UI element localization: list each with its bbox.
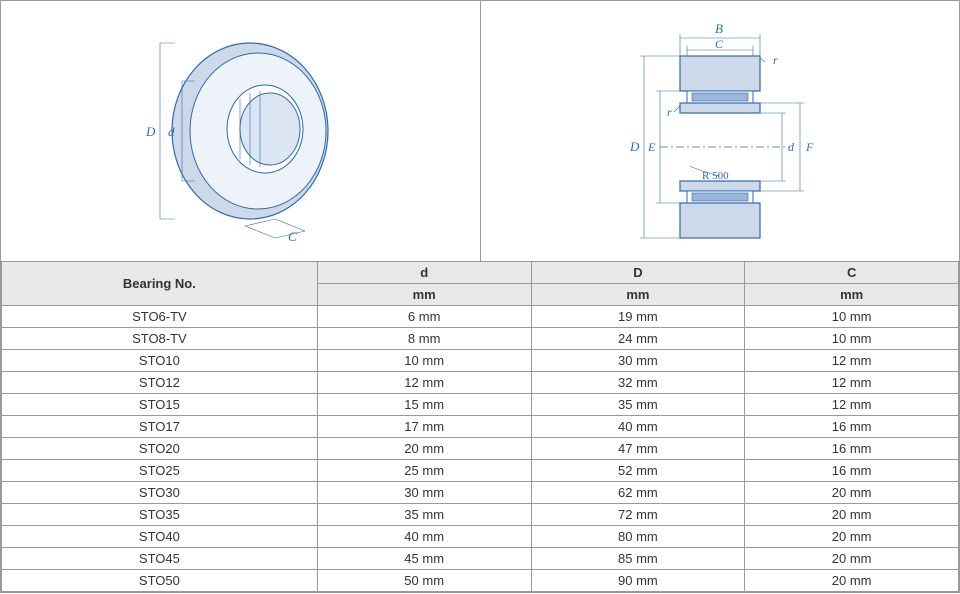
cell-D: 47 mm bbox=[531, 438, 745, 460]
table-row: STO1515 mm35 mm12 mm bbox=[2, 394, 959, 416]
cs-label-E: E bbox=[647, 140, 656, 154]
cs-label-R500: R 500 bbox=[702, 170, 729, 182]
cell-C: 12 mm bbox=[745, 394, 959, 416]
cell-d: 25 mm bbox=[317, 460, 531, 482]
cell-d: 17 mm bbox=[317, 416, 531, 438]
table-row: STO1717 mm40 mm16 mm bbox=[2, 416, 959, 438]
cell-C: 12 mm bbox=[745, 350, 959, 372]
cs-label-B: B bbox=[715, 21, 723, 36]
cell-name: STO20 bbox=[2, 438, 318, 460]
table-row: STO8-TV8 mm24 mm10 mm bbox=[2, 328, 959, 350]
table-row: STO1212 mm32 mm12 mm bbox=[2, 372, 959, 394]
th-bearing-no: Bearing No. bbox=[2, 262, 318, 306]
table-row: STO1010 mm30 mm12 mm bbox=[2, 350, 959, 372]
cell-C: 10 mm bbox=[745, 328, 959, 350]
cell-d: 8 mm bbox=[317, 328, 531, 350]
cell-d: 6 mm bbox=[317, 306, 531, 328]
cell-name: STO35 bbox=[2, 504, 318, 526]
table-body: STO6-TV6 mm19 mm10 mmSTO8-TV8 mm24 mm10 … bbox=[2, 306, 959, 592]
cell-C: 16 mm bbox=[745, 438, 959, 460]
th-C: C bbox=[745, 262, 959, 284]
cross-section-svg: R 500 B C r r D E bbox=[570, 16, 870, 246]
diagram-cross-section: R 500 B C r r D E bbox=[481, 1, 960, 261]
cell-name: STO17 bbox=[2, 416, 318, 438]
table-row: STO4040 mm80 mm20 mm bbox=[2, 526, 959, 548]
th-d-unit: mm bbox=[317, 284, 531, 306]
cs-label-r-top: r bbox=[773, 53, 778, 67]
cell-D: 90 mm bbox=[531, 570, 745, 592]
cell-D: 24 mm bbox=[531, 328, 745, 350]
iso-bearing-svg: C D d bbox=[90, 21, 390, 241]
bearing-table: Bearing No. d D C mm mm mm STO6-TV6 mm19… bbox=[1, 261, 959, 592]
cell-d: 35 mm bbox=[317, 504, 531, 526]
cell-name: STO10 bbox=[2, 350, 318, 372]
diagram-row: C D d bbox=[1, 1, 959, 261]
cell-C: 20 mm bbox=[745, 548, 959, 570]
cell-name: STO8-TV bbox=[2, 328, 318, 350]
table-row: STO2020 mm47 mm16 mm bbox=[2, 438, 959, 460]
table-header: Bearing No. d D C mm mm mm bbox=[2, 262, 959, 306]
cs-label-C: C bbox=[715, 37, 724, 51]
table-row: STO3535 mm72 mm20 mm bbox=[2, 504, 959, 526]
cell-name: STO45 bbox=[2, 548, 318, 570]
cell-d: 15 mm bbox=[317, 394, 531, 416]
cell-C: 16 mm bbox=[745, 460, 959, 482]
cell-d: 30 mm bbox=[317, 482, 531, 504]
cell-name: STO12 bbox=[2, 372, 318, 394]
cell-C: 16 mm bbox=[745, 416, 959, 438]
cell-name: STO6-TV bbox=[2, 306, 318, 328]
cell-C: 20 mm bbox=[745, 504, 959, 526]
cs-label-D: D bbox=[629, 139, 640, 154]
cell-D: 80 mm bbox=[531, 526, 745, 548]
cs-label-r-mid: r bbox=[667, 105, 672, 119]
cell-d: 40 mm bbox=[317, 526, 531, 548]
cell-D: 52 mm bbox=[531, 460, 745, 482]
table-row: STO2525 mm52 mm16 mm bbox=[2, 460, 959, 482]
cell-d: 50 mm bbox=[317, 570, 531, 592]
cell-name: STO30 bbox=[2, 482, 318, 504]
cell-C: 12 mm bbox=[745, 372, 959, 394]
cell-D: 40 mm bbox=[531, 416, 745, 438]
cell-name: STO40 bbox=[2, 526, 318, 548]
page-container: C D d bbox=[0, 0, 960, 593]
cell-D: 32 mm bbox=[531, 372, 745, 394]
iso-label-D: D bbox=[145, 124, 156, 139]
cell-C: 20 mm bbox=[745, 482, 959, 504]
cell-D: 72 mm bbox=[531, 504, 745, 526]
cell-D: 35 mm bbox=[531, 394, 745, 416]
cell-D: 30 mm bbox=[531, 350, 745, 372]
th-D-unit: mm bbox=[531, 284, 745, 306]
cell-name: STO15 bbox=[2, 394, 318, 416]
cell-D: 19 mm bbox=[531, 306, 745, 328]
th-D: D bbox=[531, 262, 745, 284]
cell-name: STO50 bbox=[2, 570, 318, 592]
table-row: STO3030 mm62 mm20 mm bbox=[2, 482, 959, 504]
diagram-isometric: C D d bbox=[1, 1, 481, 261]
th-d: d bbox=[317, 262, 531, 284]
cell-d: 12 mm bbox=[317, 372, 531, 394]
table-row: STO6-TV6 mm19 mm10 mm bbox=[2, 306, 959, 328]
cell-C: 20 mm bbox=[745, 526, 959, 548]
cell-d: 20 mm bbox=[317, 438, 531, 460]
th-C-unit: mm bbox=[745, 284, 959, 306]
table-row: STO4545 mm85 mm20 mm bbox=[2, 548, 959, 570]
cell-D: 62 mm bbox=[531, 482, 745, 504]
cell-C: 10 mm bbox=[745, 306, 959, 328]
cell-name: STO25 bbox=[2, 460, 318, 482]
cell-d: 45 mm bbox=[317, 548, 531, 570]
cell-D: 85 mm bbox=[531, 548, 745, 570]
cell-C: 20 mm bbox=[745, 570, 959, 592]
cs-label-F: F bbox=[805, 140, 814, 154]
table-row: STO5050 mm90 mm20 mm bbox=[2, 570, 959, 592]
cs-label-d: d bbox=[788, 140, 795, 154]
iso-label-d: d bbox=[168, 124, 175, 139]
cell-d: 10 mm bbox=[317, 350, 531, 372]
iso-label-C: C bbox=[288, 229, 297, 241]
